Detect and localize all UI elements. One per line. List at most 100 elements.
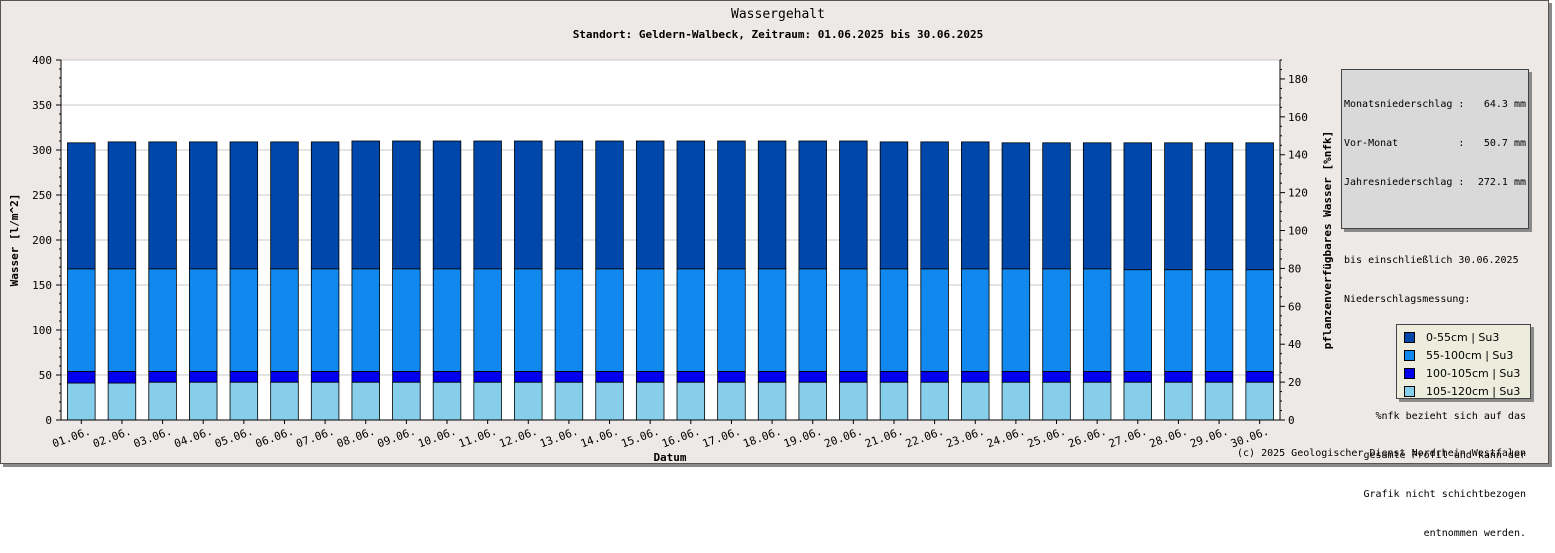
info-label: Monatsniederschlag : <box>1344 99 1465 110</box>
bar-segment <box>392 268 421 372</box>
bar-segment <box>229 370 259 383</box>
bar-segment <box>1204 142 1234 271</box>
bar-segment <box>879 268 909 372</box>
bar-segment <box>351 381 380 421</box>
bar-segment <box>798 140 827 270</box>
bar-segment <box>229 381 259 421</box>
bar-segment <box>1245 142 1274 271</box>
info-label: Vor-Monat : <box>1344 138 1465 149</box>
bar-segment <box>879 370 909 383</box>
bar-segment <box>1001 381 1031 421</box>
bar-segment <box>595 140 624 270</box>
bar-segment <box>473 370 502 383</box>
bar-segment <box>392 370 421 383</box>
bar-segment <box>67 370 96 384</box>
bar-segment <box>879 141 909 270</box>
y-tick-label-right: 120 <box>1288 187 1308 200</box>
x-tick-label: 21.06. <box>863 425 905 451</box>
bars-group <box>67 140 1274 421</box>
bar-segment <box>920 370 949 383</box>
bar-segment <box>554 140 584 270</box>
bar-segment <box>1164 370 1193 383</box>
x-tick-label: 17.06. <box>701 425 743 451</box>
x-tick-label: 09.06. <box>376 425 418 451</box>
y-tick-label-left: 200 <box>32 234 52 247</box>
info-value: 64.3 mm <box>1483 99 1526 110</box>
bar-segment <box>351 370 380 383</box>
bar-segment <box>717 268 746 372</box>
bar-segment <box>676 268 706 372</box>
bar-segment <box>1245 370 1274 383</box>
bar-segment <box>1042 381 1071 421</box>
bar-segment <box>757 381 787 421</box>
bar-segment <box>270 370 299 383</box>
bar-segment <box>432 370 462 383</box>
bar-segment <box>148 370 177 383</box>
chart-canvas: Wassergehalt Standort: Geldern-Walbeck, … <box>8 7 1334 464</box>
bar-segment <box>635 140 665 270</box>
legend-item-55-100cm: 55-100cm | Su3 <box>1404 348 1513 362</box>
bar-segment <box>310 141 340 270</box>
bar-segment <box>595 381 624 421</box>
chart-subtitle: Standort: Geldern-Walbeck, Zeitraum: 01.… <box>573 28 984 41</box>
bar-segment <box>67 268 96 372</box>
bar-segment <box>635 370 665 383</box>
legend-swatch <box>1404 349 1415 361</box>
legend-item-0-55cm: 0-55cm | Su3 <box>1404 330 1499 344</box>
x-tick-label: 18.06. <box>741 425 783 451</box>
bar-segment <box>189 141 218 270</box>
bar-segment <box>473 140 502 270</box>
bar-segment <box>1204 269 1234 372</box>
y-tick-label-right: 0 <box>1288 414 1295 427</box>
x-axis-label: Datum <box>653 451 686 464</box>
info-note-line: Grafik nicht schichtbezogen <box>1363 489 1526 500</box>
x-tick-label: 23.06. <box>944 425 986 451</box>
x-tick-label: 27.06. <box>1107 425 1149 451</box>
info-row-jahresniederschlag: Jahresniederschlag : 272.1 mm <box>1344 176 1526 189</box>
bar-segment <box>1123 142 1152 271</box>
legend-swatch <box>1404 385 1415 397</box>
x-tick-label: 11.06. <box>457 425 499 451</box>
bar-segment <box>270 141 299 270</box>
bar-segment <box>270 268 299 372</box>
bar-segment <box>514 370 543 383</box>
x-tick-label: 06.06. <box>254 425 296 451</box>
bar-segment <box>961 381 990 421</box>
bar-segment <box>1164 381 1193 421</box>
x-tick-label: 20.06. <box>823 425 865 451</box>
bar-segment <box>270 381 299 421</box>
y-tick-label-right: 80 <box>1288 262 1301 275</box>
bar-segment <box>839 140 868 270</box>
bar-segment <box>229 141 259 270</box>
bar-segment <box>1123 381 1152 421</box>
bar-segment <box>1164 269 1193 372</box>
bar-segment <box>473 268 502 372</box>
bar-segment <box>310 268 340 372</box>
bar-segment <box>148 141 177 270</box>
bar-segment <box>1204 370 1234 383</box>
bar-segment <box>1245 269 1274 372</box>
info-value: 272.1 mm <box>1477 177 1526 188</box>
bar-segment <box>67 382 96 421</box>
x-tick-label: 29.06. <box>1188 425 1230 451</box>
y-tick-label-left: 350 <box>32 99 52 112</box>
y-tick-label-right: 180 <box>1288 73 1308 86</box>
bar-segment <box>148 381 177 421</box>
bar-segment <box>635 381 665 421</box>
y-tick-label-left: 0 <box>45 414 52 427</box>
bar-segment <box>67 142 96 270</box>
bar-segment <box>1001 268 1031 372</box>
bar-segment <box>839 268 868 372</box>
info-note-line: entnommen werden. <box>1423 528 1526 539</box>
y-tick-label-right: 20 <box>1288 376 1301 389</box>
legend-item-105-120cm: 105-120cm | Su3 <box>1404 384 1520 398</box>
bar-segment <box>961 370 990 383</box>
x-tick-label: 13.06. <box>538 425 580 451</box>
bar-segment <box>473 381 502 421</box>
grid-lines <box>61 59 1280 376</box>
x-tick-label: 08.06. <box>335 425 377 451</box>
info-until-date: bis einschließlich 30.06.2025 <box>1344 255 1519 266</box>
x-tick-label: 03.06. <box>132 425 174 451</box>
x-tick-label: 30.06. <box>1229 425 1271 451</box>
bar-segment <box>1164 142 1193 271</box>
